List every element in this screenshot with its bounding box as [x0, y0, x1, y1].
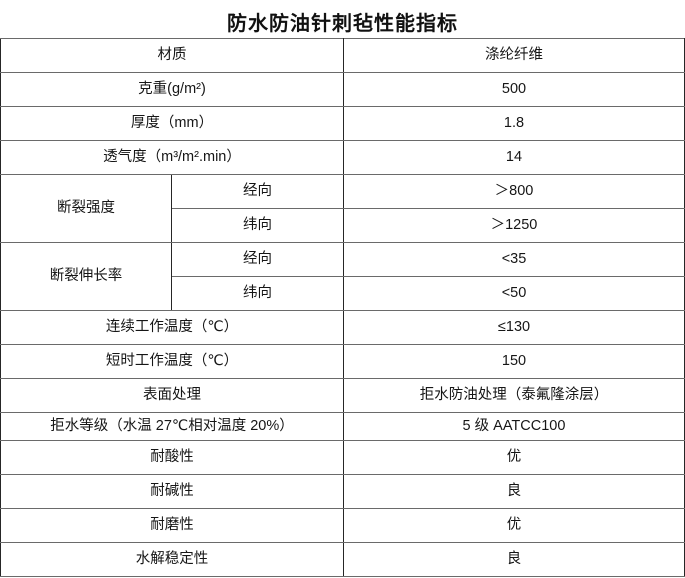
value-cell: 优: [343, 508, 685, 543]
row-abrasion-resistance: 耐磨性 优: [0, 508, 685, 543]
row-material: 材质 涤纶纤维: [0, 38, 685, 73]
row-elongation-warp: 断裂伸长率 经向 <35: [0, 242, 685, 311]
value-cell: 优: [343, 440, 685, 475]
direction-cell: 经向: [171, 242, 344, 277]
row-air-permeability: 透气度（m³/m².min） 14: [0, 140, 685, 175]
label-cell: 材质: [0, 38, 344, 73]
value-cell: 良: [343, 542, 685, 577]
group-label-cell: 断裂伸长率: [0, 242, 172, 311]
row-weight: 克重(g/m²) 500: [0, 72, 685, 107]
row-continuous-working-temp: 连续工作温度（℃） ≤130: [0, 310, 685, 345]
value-cell: ≤130: [343, 310, 685, 345]
performance-spec-table: 材质 涤纶纤维 克重(g/m²) 500 厚度（mm） 1.8 透气度（m³/m…: [0, 38, 685, 577]
value-cell: 1.8: [343, 106, 685, 141]
value-cell: 150: [343, 344, 685, 379]
row-alkali-resistance: 耐碱性 良: [0, 474, 685, 509]
row-water-repellency-grade: 拒水等级（水温 27℃相对温度 20%） 5 级 AATCC100: [0, 412, 685, 441]
row-breaking-strength-warp: 断裂强度 经向 ＞800: [0, 174, 685, 243]
direction-cell: 经向: [171, 174, 344, 209]
label-cell: 短时工作温度（℃）: [0, 344, 344, 379]
direction-cell: 纬向: [171, 276, 344, 311]
row-acid-resistance: 耐酸性 优: [0, 440, 685, 475]
label-cell: 耐酸性: [0, 440, 344, 475]
value-cell: <35: [343, 242, 685, 277]
row-surface-treatment: 表面处理 拒水防油处理（泰氟隆涂层）: [0, 378, 685, 413]
label-cell: 水解稳定性: [0, 542, 344, 577]
value-cell: ＞1250: [343, 208, 685, 243]
value-cell: 拒水防油处理（泰氟隆涂层）: [343, 378, 685, 413]
row-elongation-weft: 纬向 <50: [1, 276, 685, 311]
label-cell: 表面处理: [0, 378, 344, 413]
value-cell: 500: [343, 72, 685, 107]
value-cell: 5 级 AATCC100: [343, 412, 685, 441]
row-breaking-strength-weft: 纬向 ＞1250: [1, 208, 685, 243]
label-cell: 透气度（m³/m².min）: [0, 140, 344, 175]
label-cell: 克重(g/m²): [0, 72, 344, 107]
value-cell: ＞800: [343, 174, 685, 209]
value-cell: 良: [343, 474, 685, 509]
value-cell: 14: [343, 140, 685, 175]
row-thickness: 厚度（mm） 1.8: [0, 106, 685, 141]
label-cell: 拒水等级（水温 27℃相对温度 20%）: [0, 412, 344, 441]
value-cell: 涤纶纤维: [343, 38, 685, 73]
value-cell: <50: [343, 276, 685, 311]
page-title: 防水防油针刺毡性能指标: [227, 13, 458, 35]
label-cell: 厚度（mm）: [0, 106, 344, 141]
label-cell: 耐碱性: [0, 474, 344, 509]
row-short-term-working-temp: 短时工作温度（℃） 150: [0, 344, 685, 379]
label-cell: 连续工作温度（℃）: [0, 310, 344, 345]
row-hydrolysis-stability: 水解稳定性 良: [0, 542, 685, 577]
group-label-cell: 断裂强度: [0, 174, 172, 243]
direction-cell: 纬向: [171, 208, 344, 243]
label-cell: 耐磨性: [0, 508, 344, 543]
